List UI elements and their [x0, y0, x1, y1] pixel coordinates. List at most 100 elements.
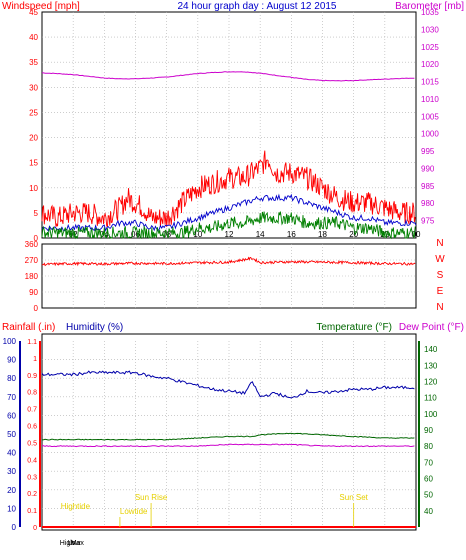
wind-x-tick-label: 20	[349, 230, 358, 239]
humidity-tick-label: 40	[7, 449, 16, 458]
rain-tick-label: 1.1	[27, 339, 37, 346]
direction-tick-label: 270	[25, 256, 39, 265]
wind-tick-label: 25	[29, 108, 38, 117]
rain-tick-label: 0.8	[27, 390, 37, 397]
barometer-tick-label: 1025	[421, 43, 439, 52]
temperature-tick-label: 60	[424, 474, 433, 483]
barometer-tick-label: 1020	[421, 60, 439, 69]
rain-tick-label: 0.1	[27, 508, 37, 515]
wind-x-tick-label: 00	[412, 230, 421, 239]
dewpoint-line	[42, 443, 415, 448]
barometer-axis-label: Barometer [mb]	[395, 1, 464, 12]
rain-tick-label: 0	[33, 525, 37, 532]
wind-tick-label: 20	[29, 134, 38, 143]
wind-average-line	[41, 193, 417, 233]
event-label: High	[60, 540, 75, 547]
temperature-axis-label: Temperature (°F)	[316, 322, 392, 333]
temperature-tick-label: 130	[424, 361, 438, 370]
rain-tick-label: 0.4	[27, 457, 37, 464]
barometer-tick-label: 975	[421, 217, 435, 226]
rain-tick-label: 0.5	[27, 440, 37, 447]
wind-x-tick-label: 16	[287, 230, 296, 239]
compass-label: S	[437, 270, 444, 281]
rain-tick-label: 0.7	[27, 407, 37, 414]
barometer-tick-label: 1010	[421, 95, 439, 104]
wind-x-tick-label: 12	[225, 230, 234, 239]
compass-label: N	[436, 238, 443, 249]
humidity-tick-label: 10	[7, 504, 16, 513]
event-label: Sun Set	[339, 493, 368, 502]
wind-gust-line	[41, 150, 416, 228]
temperature-tick-label: 70	[424, 458, 433, 467]
wind-low-line	[41, 211, 416, 240]
wind-tick-label: 40	[29, 33, 38, 42]
wind-x-tick-label: 14	[256, 230, 265, 239]
event-label: Sun Rise	[135, 493, 168, 502]
barometer-tick-label: 995	[421, 147, 435, 156]
barometer-tick-label: 1005	[421, 112, 439, 121]
climate-panel-frame	[41, 333, 417, 531]
series-layer	[41, 71, 417, 528]
wind-x-tick-label: 10	[193, 230, 202, 239]
barometer-tick-label: 1030	[421, 25, 439, 34]
tick-label-layer: 0510152025303540459759809859909951000100…	[3, 8, 446, 532]
humidity-tick-label: 0	[12, 523, 17, 532]
compass-label: W	[435, 254, 445, 265]
wind-tick-label: 15	[29, 159, 38, 168]
temperature-tick-label: 40	[424, 507, 433, 516]
event-label: Low	[68, 540, 82, 547]
direction-tick-label: 90	[29, 288, 38, 297]
wind-tick-label: 45	[29, 8, 38, 17]
barometer-line	[42, 71, 415, 82]
wind-tick-label: 35	[29, 58, 38, 67]
rain-tick-label: 1	[33, 356, 37, 363]
humidity-tick-label: 90	[7, 356, 16, 365]
barometer-tick-label: 980	[421, 199, 435, 208]
humidity-axis-label: Humidity (%)	[66, 322, 123, 333]
direction-tick-label: 180	[25, 272, 39, 281]
wind-tick-label: 30	[29, 83, 38, 92]
temperature-tick-label: 50	[424, 491, 433, 500]
humidity-line	[41, 370, 415, 399]
rain-tick-label: 0.9	[27, 373, 37, 380]
dewpoint-axis-label: Dew Point (°F)	[399, 322, 464, 333]
temperature-tick-label: 100	[424, 410, 438, 419]
humidity-tick-label: 50	[7, 430, 16, 439]
barometer-tick-label: 1035	[421, 8, 439, 17]
event-label: Hightide	[61, 502, 91, 511]
chart-title: 24 hour graph day : August 12 2015	[177, 1, 336, 12]
temperature-tick-label: 110	[424, 394, 437, 403]
direction-tick-label: 0	[34, 304, 39, 313]
wind-x-tick-label: 22	[380, 230, 389, 239]
rain-tick-label: 0.6	[27, 424, 37, 431]
temperature-tick-label: 140	[424, 345, 438, 354]
barometer-tick-label: 985	[421, 182, 435, 191]
event-label: Lowtide	[120, 507, 148, 516]
humidity-tick-label: 60	[7, 411, 16, 420]
compass-label: N	[436, 302, 443, 313]
barometer-tick-label: 990	[421, 164, 435, 173]
direction-line	[41, 256, 416, 267]
grid-layer	[19, 12, 420, 527]
humidity-tick-label: 30	[7, 467, 16, 476]
humidity-tick-label: 100	[3, 337, 17, 346]
wind-axis-label: Windspeed [mph]	[2, 1, 80, 12]
wind-tick-label: 5	[34, 209, 39, 218]
temperature-tick-label: 80	[424, 442, 433, 451]
event-label: Max	[71, 540, 85, 547]
barometer-tick-label: 1015	[421, 78, 439, 87]
wind-x-tick-label: 06	[131, 230, 140, 239]
rain-tick-label: 0.3	[27, 474, 37, 481]
compass-label: E	[437, 286, 444, 297]
barometer-tick-label: 1000	[421, 130, 439, 139]
humidity-tick-label: 80	[7, 374, 16, 383]
temperature-tick-label: 120	[424, 377, 438, 386]
wind-x-tick-label: 18	[318, 230, 327, 239]
direction-tick-label: 360	[25, 240, 39, 249]
wind-tick-label: 10	[29, 184, 38, 193]
temperature-tick-label: 90	[424, 426, 433, 435]
rain-axis-label: Rainfall (.in)	[2, 322, 55, 333]
